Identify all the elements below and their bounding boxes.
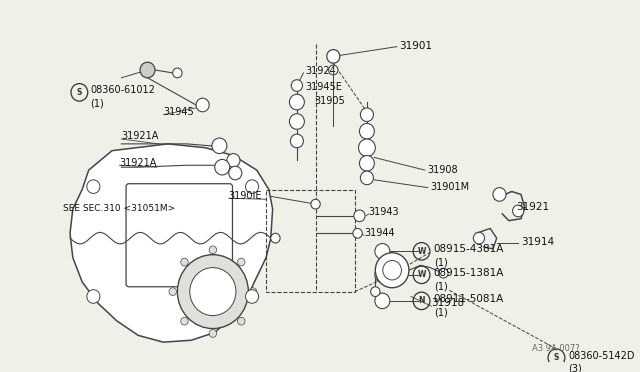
Circle shape: [190, 267, 236, 315]
FancyBboxPatch shape: [126, 184, 232, 287]
Circle shape: [180, 317, 188, 325]
Circle shape: [375, 244, 390, 259]
Text: (1): (1): [434, 258, 447, 268]
Circle shape: [360, 171, 374, 185]
Text: (1): (1): [434, 282, 447, 292]
Circle shape: [246, 180, 259, 193]
Text: 31943: 31943: [369, 207, 399, 217]
Text: S: S: [77, 88, 82, 97]
Circle shape: [209, 330, 216, 337]
Circle shape: [360, 124, 374, 139]
Circle shape: [237, 317, 245, 325]
Circle shape: [289, 114, 305, 129]
Text: 08915-4381A: 08915-4381A: [434, 244, 504, 254]
Circle shape: [289, 94, 305, 110]
PathPatch shape: [70, 144, 273, 342]
Circle shape: [328, 65, 338, 75]
Circle shape: [360, 155, 374, 171]
Text: W: W: [417, 247, 426, 256]
Circle shape: [249, 288, 257, 295]
Circle shape: [140, 62, 155, 78]
Circle shape: [246, 290, 259, 303]
Text: 31918: 31918: [431, 298, 465, 308]
Text: 08360-61012: 08360-61012: [91, 86, 156, 95]
Text: (1): (1): [434, 308, 447, 318]
Text: 3190IE: 3190IE: [228, 191, 262, 201]
Text: 31914: 31914: [521, 237, 554, 247]
Text: 31921A: 31921A: [120, 158, 157, 168]
Circle shape: [383, 260, 401, 280]
Circle shape: [375, 267, 390, 283]
Text: 31945: 31945: [163, 107, 194, 117]
Text: 31901: 31901: [399, 41, 433, 51]
Text: 31908: 31908: [428, 165, 458, 175]
Text: 31905: 31905: [315, 96, 346, 106]
Text: N: N: [419, 296, 425, 305]
Text: 31901M: 31901M: [431, 182, 470, 192]
Text: 08360-5142D: 08360-5142D: [568, 351, 635, 361]
Circle shape: [439, 268, 448, 278]
Circle shape: [353, 228, 362, 238]
Bar: [266, 190, 355, 292]
Circle shape: [291, 80, 303, 92]
Circle shape: [271, 233, 280, 243]
Text: A3 9A 007?: A3 9A 007?: [532, 343, 580, 353]
Circle shape: [354, 210, 365, 222]
Text: SEE SEC.310 <31051M>: SEE SEC.310 <31051M>: [63, 205, 176, 214]
Circle shape: [209, 246, 216, 254]
Text: (1): (1): [91, 98, 104, 108]
Text: S: S: [554, 353, 559, 362]
Circle shape: [215, 160, 230, 175]
Circle shape: [474, 232, 484, 244]
Circle shape: [327, 49, 340, 63]
Circle shape: [371, 287, 380, 296]
Circle shape: [87, 290, 100, 303]
Circle shape: [358, 139, 375, 157]
Text: 31924: 31924: [305, 66, 336, 76]
Circle shape: [375, 293, 390, 309]
Circle shape: [87, 180, 100, 193]
Circle shape: [311, 199, 320, 209]
Circle shape: [169, 288, 177, 295]
Text: (3): (3): [568, 363, 582, 372]
Circle shape: [177, 255, 248, 328]
Circle shape: [513, 205, 524, 217]
Text: W: W: [417, 270, 426, 279]
Circle shape: [196, 98, 209, 112]
Circle shape: [291, 134, 303, 148]
Text: 31945E: 31945E: [305, 81, 342, 92]
Text: 31921A: 31921A: [122, 131, 159, 141]
Text: 31944: 31944: [364, 228, 395, 238]
Circle shape: [212, 138, 227, 154]
Circle shape: [237, 258, 245, 266]
Circle shape: [493, 187, 506, 201]
Circle shape: [375, 253, 409, 288]
Circle shape: [180, 258, 188, 266]
Circle shape: [227, 154, 240, 167]
Text: 08915-1381A: 08915-1381A: [434, 268, 504, 278]
Text: 08911-5081A: 08911-5081A: [434, 294, 504, 304]
Circle shape: [360, 108, 374, 122]
Circle shape: [228, 166, 242, 180]
Circle shape: [173, 68, 182, 78]
Text: 31921: 31921: [516, 202, 549, 212]
